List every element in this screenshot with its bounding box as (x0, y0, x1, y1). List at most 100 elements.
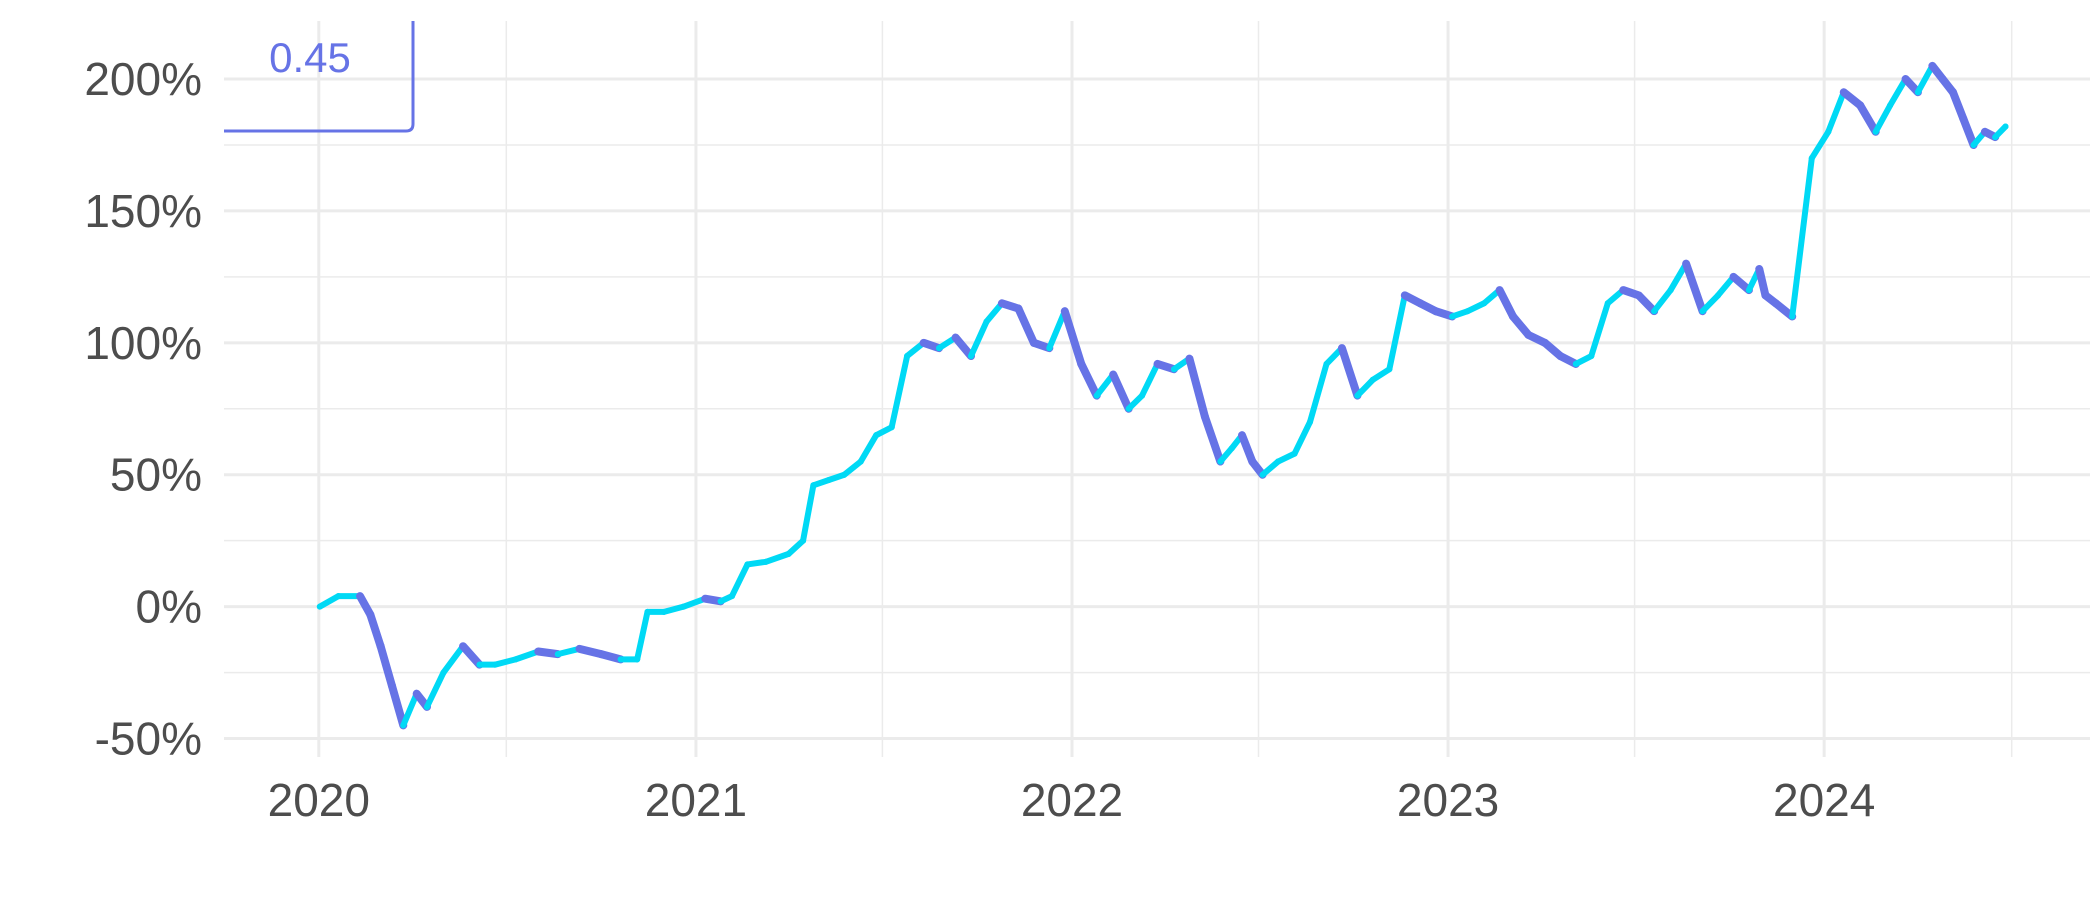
data-point (1872, 128, 1879, 135)
y-tick-label: 50% (110, 449, 202, 501)
data-point (1307, 418, 1314, 425)
data-point (904, 353, 911, 360)
data-point (460, 643, 467, 650)
line-segment-up (1588, 300, 1611, 360)
data-point (1046, 345, 1053, 352)
line-segment-down (459, 642, 484, 669)
data-point (554, 651, 561, 658)
line-segment-up (1715, 273, 1737, 299)
value-readout-box: 0.45 (224, 21, 415, 133)
data-point (717, 598, 724, 605)
data-point (1078, 360, 1085, 367)
data-point (1651, 308, 1658, 315)
y-tick-label: 0% (136, 581, 202, 633)
data-point (1201, 413, 1208, 420)
line-segment-down (1634, 291, 1659, 316)
line-segment-up (728, 561, 751, 600)
data-point (1992, 134, 1999, 141)
data-point (1914, 89, 1921, 96)
line-segment-up (1259, 458, 1282, 478)
data-point (440, 669, 447, 676)
data-point (762, 558, 769, 565)
data-point (1756, 265, 1763, 272)
data-point (535, 648, 542, 655)
data-point (660, 608, 667, 615)
data-point (1417, 300, 1424, 307)
line-segment-down (1755, 264, 1770, 300)
major-gridlines (224, 21, 2090, 757)
data-point (377, 643, 384, 650)
data-point (357, 593, 364, 600)
line-segment-up (983, 300, 1005, 325)
data-point (1715, 292, 1722, 299)
line-segment-up (762, 550, 792, 565)
data-point (1981, 128, 1988, 135)
line-segment-up (634, 608, 651, 663)
data-point (1772, 300, 1779, 307)
line-segment-up (1291, 418, 1314, 457)
line-segment-down (1060, 307, 1086, 368)
line-segment-up (1825, 89, 1847, 135)
data-point (1762, 292, 1769, 299)
line-segment-down (387, 681, 408, 730)
data-point (1354, 392, 1361, 399)
x-tick-label: 2020 (268, 774, 370, 826)
line-segment-up (1699, 292, 1722, 315)
data-point (1432, 308, 1439, 315)
line-segment-down (1109, 370, 1133, 413)
data-point (1171, 366, 1178, 373)
data-point (1887, 102, 1894, 109)
line-segment-up (857, 432, 880, 465)
line-segment-down (1682, 259, 1707, 316)
data-point (1572, 360, 1579, 367)
line-segment-up (1464, 300, 1488, 315)
line-segment-up (1139, 360, 1161, 399)
data-point (1525, 331, 1532, 338)
line-segment-up (1872, 102, 1894, 135)
line-segment-up (968, 318, 990, 360)
line-segment-up (512, 648, 542, 663)
line-segment-up (1354, 376, 1376, 399)
data-point (1369, 376, 1376, 383)
data-point (1239, 432, 1246, 439)
data-point (634, 656, 641, 663)
data-point (1228, 445, 1235, 452)
data-point (1825, 128, 1832, 135)
data-point (617, 656, 624, 663)
line-segment-up (440, 643, 467, 676)
line-segment-down (1077, 359, 1101, 400)
line-segment-up (1275, 450, 1298, 465)
data-point (1620, 287, 1627, 294)
data-point (1061, 308, 1068, 315)
data-point (1338, 345, 1345, 352)
line-segment-up (1808, 128, 1832, 162)
line-segment-up (1914, 62, 1936, 96)
line-segment-up (1789, 155, 1815, 320)
data-point (1093, 392, 1100, 399)
y-tick-label: 100% (84, 317, 202, 369)
data-point (388, 682, 395, 689)
data-point (1030, 339, 1037, 346)
y-tick-label: 200% (84, 53, 202, 105)
line-segment-up (423, 669, 447, 710)
readout-value: 0.45 (269, 34, 351, 81)
data-point (335, 593, 342, 600)
data-point (1699, 308, 1706, 315)
line-segment-down (1959, 114, 1978, 149)
data-point (998, 300, 1005, 307)
data-point (1789, 313, 1796, 320)
line-segment-up (400, 690, 420, 729)
line-segment-up (1046, 308, 1068, 352)
data-point (888, 424, 895, 431)
readout-border (224, 21, 415, 133)
data-point (1401, 292, 1408, 299)
data-point (702, 595, 709, 602)
line-segment-down (1337, 344, 1362, 400)
data-point (1110, 371, 1117, 378)
line-segment-down (366, 610, 385, 651)
data-point (1683, 260, 1690, 267)
data-point (1949, 89, 1956, 96)
data-point (1929, 62, 1936, 69)
data-point (1186, 355, 1193, 362)
line-segment-down (1014, 304, 1038, 347)
